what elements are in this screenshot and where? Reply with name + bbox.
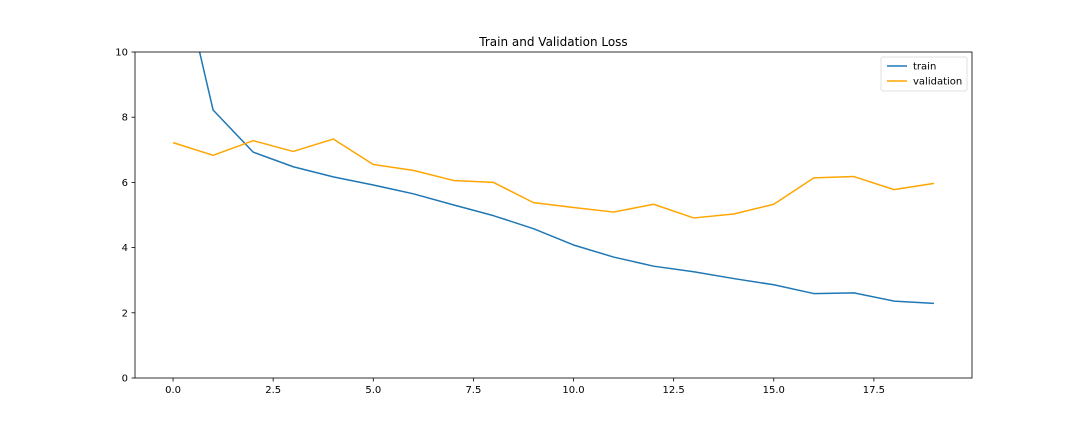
series-line-validation: [172, 138, 935, 219]
y-tick-label: 2: [122, 308, 128, 319]
x-tick-label: 2.5: [265, 385, 281, 396]
y-tick-label: 0: [122, 374, 128, 385]
x-tick-label: 0.0: [165, 385, 181, 396]
y-tick-label: 4: [122, 243, 128, 254]
x-tick-label: 5.0: [365, 385, 381, 396]
chart-title: Train and Validation Loss: [478, 35, 627, 49]
series-line-train: [198, 52, 934, 305]
legend-label-validation: validation: [913, 77, 962, 88]
axes-frame: [134, 51, 973, 379]
y-tick-label: 6: [122, 178, 128, 189]
legend-label-train: train: [913, 62, 936, 73]
y-tick-label: 10: [115, 48, 128, 59]
x-tick-label: 12.5: [663, 385, 685, 396]
x-tick-label: 7.5: [465, 385, 481, 396]
x-axis: 0.0 2.5 5.0 7.5 10.0 12.5 15.0 17.5: [165, 378, 885, 396]
legend: train validation: [880, 56, 968, 92]
plot-area: [172, 52, 935, 305]
x-tick-label: 15.0: [763, 385, 785, 396]
x-tick-label: 10.0: [562, 385, 584, 396]
x-tick-label: 17.5: [863, 385, 885, 396]
y-tick-label: 8: [122, 113, 128, 124]
y-axis: 0 2 4 6 8 10: [115, 48, 135, 385]
